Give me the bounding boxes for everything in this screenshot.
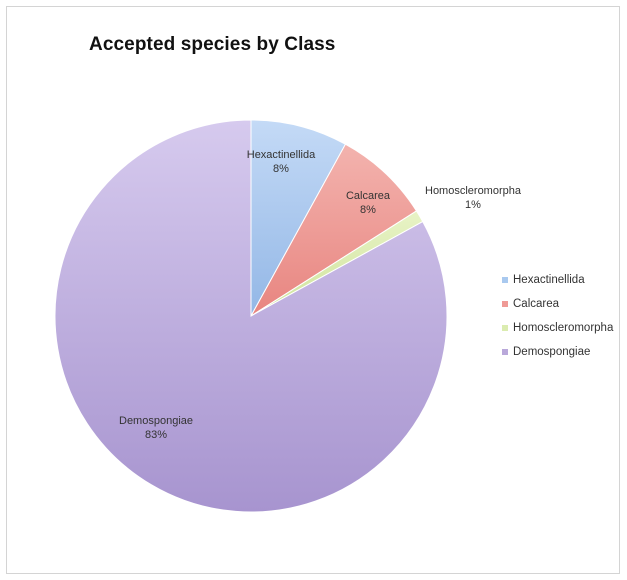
legend-label: Hexactinellida [513,274,585,286]
slice-label-name: Homoscleromorpha [425,185,522,197]
legend-label: Calcarea [513,298,560,310]
legend-item-homoscleromorpha: Homoscleromorpha [502,316,613,340]
legend-item-demospongiae: Demospongiae [502,340,613,364]
slice-label-percent: 8% [273,163,289,175]
slice-label-name: Calcarea [346,190,391,202]
chart-title: Accepted species by Class [89,34,336,55]
legend-swatch [502,349,508,355]
legend-item-hexactinellida: Hexactinellida [502,268,613,292]
pie-slice-demospongiae [54,119,448,513]
slice-label-percent: 83% [145,429,167,441]
pie-slice-calcarea [250,143,418,317]
slice-label-percent: 1% [465,199,481,211]
legend: Hexactinellida Calcarea Homoscleromorpha… [502,268,613,364]
slice-label-name: Demospongiae [119,415,193,427]
slice-label-name: Hexactinellida [247,149,316,161]
pie-slice-hexactinellida [250,119,347,317]
legend-label: Demospongiae [513,346,591,358]
legend-label: Homoscleromorpha [513,322,614,334]
legend-item-calcarea: Calcarea [502,292,613,316]
slice-label-percent: 8% [360,204,376,216]
legend-swatch [502,277,508,283]
legend-swatch [502,301,508,307]
legend-swatch [502,325,508,331]
